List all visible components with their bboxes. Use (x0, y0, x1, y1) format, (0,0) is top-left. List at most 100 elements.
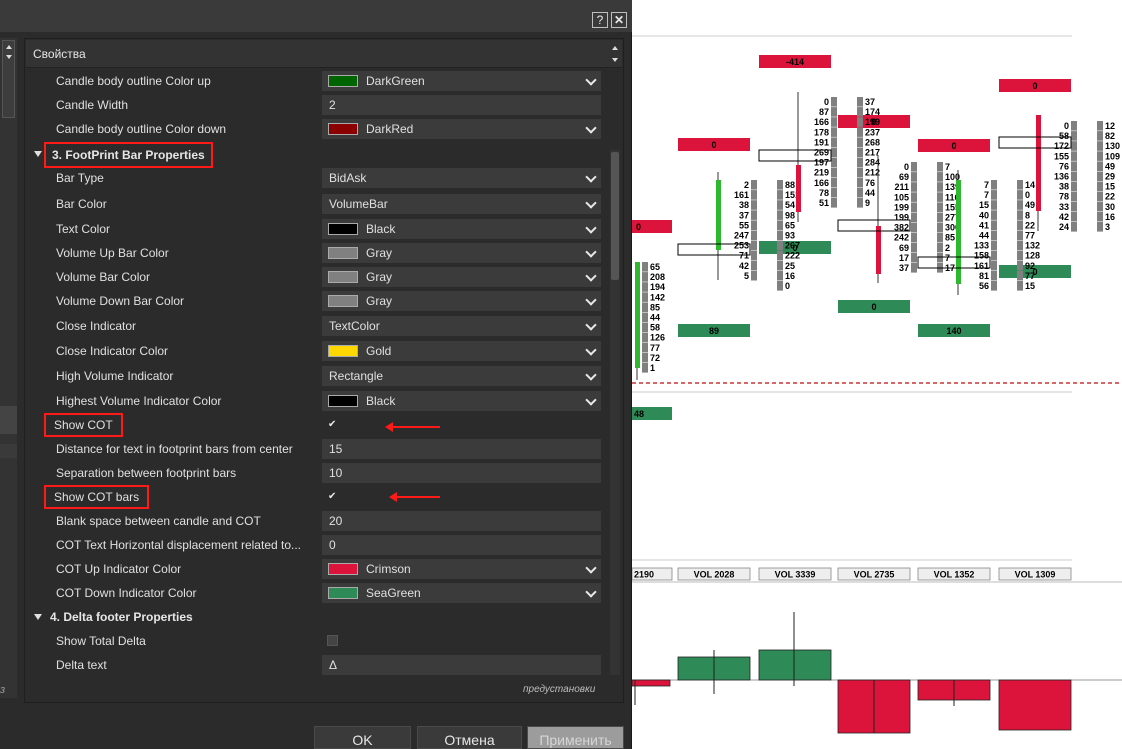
collapse-triangle-icon[interactable] (34, 614, 42, 620)
footprint-ask-value: 2 (945, 243, 950, 253)
show-total-delta-checkbox[interactable] (327, 635, 338, 646)
prop-row-separation-bars[interactable]: Separation between footprint bars 10 (25, 461, 605, 485)
prop-value-dropdown[interactable]: Rectangle (322, 366, 601, 386)
prop-value-dropdown[interactable]: DarkRed (322, 119, 601, 139)
delta-bar (998, 679, 1072, 731)
footprint-ask-value: 77 (650, 343, 660, 353)
prop-row-volume-down-bar-color[interactable]: Volume Down Bar Color Gray (25, 289, 605, 313)
prop-row-candle-outline-down[interactable]: Candle body outline Color down DarkRed (25, 117, 605, 141)
prop-value-input[interactable]: 10 (322, 463, 601, 483)
volume-bar (1017, 281, 1023, 291)
prop-row-show-total-delta[interactable]: Show Total Delta (25, 629, 605, 653)
chevron-down-icon[interactable] (585, 586, 597, 598)
prop-row-cot-up-color[interactable]: COT Up Indicator Color Crimson (25, 557, 605, 581)
volume-bar (911, 232, 917, 243)
presets-link[interactable]: предустановки (523, 684, 596, 695)
prop-row-bar-color[interactable]: Bar Color VolumeBar (25, 192, 605, 216)
prop-row-highest-volume-indicator-color[interactable]: Highest Volume Indicator Color Black (25, 389, 605, 413)
show-cot-checkbox[interactable]: ✔ (328, 419, 337, 430)
prop-row-cot-text-displacement[interactable]: COT Text Horizontal displacement related… (25, 533, 605, 557)
prop-value-dropdown[interactable]: DarkGreen (322, 71, 601, 91)
prop-value-dropdown[interactable]: Gray (322, 243, 601, 263)
chevron-down-icon[interactable] (585, 294, 597, 306)
prop-row-close-indicator-color[interactable]: Close Indicator Color Gold (25, 339, 605, 363)
section-label: 4. Delta footer Properties (50, 610, 193, 624)
prop-row-show-cot-bars[interactable]: Show COT bars ✔ (25, 485, 605, 509)
prop-value-dropdown[interactable]: BidAsk (322, 168, 601, 188)
prop-value-dropdown[interactable]: SeaGreen (322, 583, 601, 603)
chevron-down-icon[interactable] (585, 319, 597, 331)
volume-bar (642, 282, 648, 292)
prop-value-dropdown[interactable]: TextColor (322, 316, 601, 336)
footprint-ask-value: 25 (785, 261, 795, 271)
chevron-down-icon[interactable] (585, 394, 597, 406)
chevron-down-icon[interactable] (585, 222, 597, 234)
prop-row-text-color[interactable]: Text Color Black (25, 217, 605, 241)
prop-row-distance-text[interactable]: Distance for text in footprint bars from… (25, 437, 605, 461)
chevron-down-icon[interactable] (585, 270, 597, 282)
footprint-chart: 0 -414 0 0 0 0 48 89 0 0 140 0 65 208 194 142 85 44 58 126 7… (632, 0, 1122, 749)
prop-value-input[interactable]: 0 (322, 535, 601, 555)
prop-row-high-volume-indicator[interactable]: High Volume Indicator Rectangle (25, 364, 605, 388)
footprint-bid-value: 382 (894, 223, 909, 233)
cancel-button[interactable]: Отмена (417, 726, 522, 749)
chevron-down-icon[interactable] (585, 246, 597, 258)
help-button[interactable]: ? (592, 12, 608, 28)
volume-bar (777, 220, 783, 230)
section-delta-footer-properties[interactable]: 4. Delta footer Properties (25, 605, 605, 629)
footprint-ask-value: 58 (650, 323, 660, 333)
chevron-down-icon[interactable] (585, 122, 597, 134)
chevron-down-icon[interactable] (585, 562, 597, 574)
volume-bar (642, 332, 648, 343)
properties-scrollbar-thumb[interactable] (611, 152, 619, 280)
prop-value-dropdown[interactable]: Crimson (322, 559, 601, 579)
properties-dialog: ? ✕ з Свойства Candle body outline Color… (0, 0, 632, 749)
chevron-down-icon[interactable] (585, 344, 597, 356)
candle-body (956, 180, 961, 284)
prop-row-candle-outline-up[interactable]: Candle body outline Color up DarkGreen (25, 69, 605, 93)
prop-row-show-cot[interactable]: Show COT ✔ (25, 413, 605, 437)
prop-row-blank-space[interactable]: Blank space between candle and COT 20 (25, 509, 605, 533)
chevron-down-icon[interactable] (585, 197, 597, 209)
prop-value-dropdown[interactable]: Black (322, 391, 601, 411)
prop-value-dropdown[interactable]: VolumeBar (322, 194, 601, 214)
volume-bar (1097, 161, 1103, 171)
header-scroll-arrows-icon[interactable] (610, 45, 620, 65)
apply-button[interactable]: Применить (527, 726, 624, 749)
prop-row-volume-up-bar-color[interactable]: Volume Up Bar Color Gray (25, 241, 605, 265)
prop-row-cot-down-color[interactable]: COT Down Indicator Color SeaGreen (25, 581, 605, 605)
prop-label: COT Text Horizontal displacement related… (56, 538, 302, 552)
prop-value-input[interactable]: 15 (322, 439, 601, 459)
prop-value-dropdown[interactable]: Gray (322, 291, 601, 311)
chevron-down-icon[interactable] (585, 74, 597, 86)
prop-value-dropdown[interactable]: Gray (322, 267, 601, 287)
footprint-ask-value: 116 (945, 192, 960, 202)
prop-row-delta-text[interactable]: Delta text Δ (25, 653, 605, 677)
prop-row-candle-width[interactable]: Candle Width 2 (25, 93, 605, 117)
volume-bar (751, 180, 757, 190)
prop-label: Bar Color (56, 197, 107, 211)
prop-value-dropdown[interactable]: Gold (322, 341, 601, 361)
volume-bar (1097, 131, 1103, 141)
footprint-ask-value: 0 (785, 281, 790, 291)
prop-row-close-indicator[interactable]: Close Indicator TextColor (25, 314, 605, 338)
properties-scrollbar[interactable] (610, 150, 620, 675)
prop-row-bar-type[interactable]: Bar Type BidAsk (25, 166, 605, 190)
prop-value-dropdown[interactable]: Black (322, 219, 601, 239)
footprint-ask-value: 92 (1025, 261, 1035, 271)
prop-value-input[interactable]: 20 (322, 511, 601, 531)
show-cot-bars-checkbox[interactable]: ✔ (328, 491, 337, 502)
chevron-down-icon[interactable] (585, 171, 597, 183)
volume-bar (642, 363, 648, 373)
volume-bar (1017, 210, 1023, 220)
footprint-ask-value: 14 (1025, 180, 1035, 190)
section-footprint-bar-properties[interactable]: 3. FootPrint Bar Properties (25, 142, 605, 168)
chevron-down-icon[interactable] (585, 369, 597, 381)
prop-row-volume-bar-color[interactable]: Volume Bar Color Gray (25, 265, 605, 289)
close-button[interactable]: ✕ (611, 12, 627, 28)
prop-value-input[interactable]: 2 (322, 95, 601, 115)
left-scrollbar[interactable] (2, 40, 15, 118)
prop-value-input[interactable]: Δ (322, 655, 601, 675)
ok-button[interactable]: OK (314, 726, 411, 749)
collapse-triangle-icon[interactable] (34, 151, 42, 157)
